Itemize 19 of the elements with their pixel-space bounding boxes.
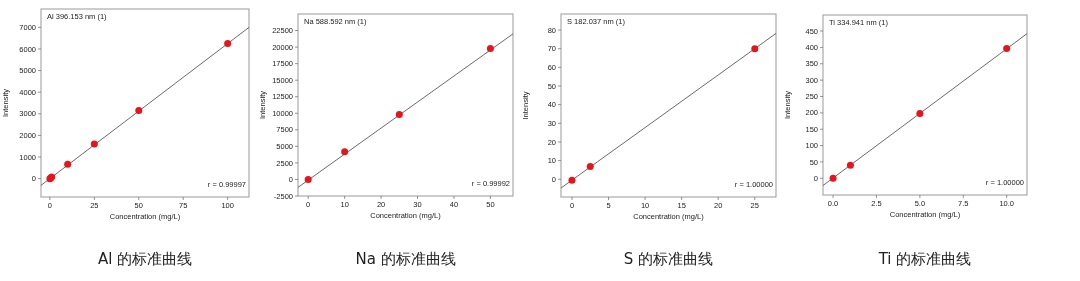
- point: [586, 163, 594, 171]
- point: [751, 45, 759, 53]
- point: [846, 161, 854, 169]
- text: S 的标准曲线: [623, 250, 714, 268]
- point: [1003, 44, 1011, 52]
- point: [916, 110, 924, 118]
- text: Na 的标准曲线: [355, 250, 456, 268]
- point: [64, 160, 72, 168]
- point: [395, 111, 403, 119]
- point: [90, 140, 98, 148]
- point: [224, 40, 232, 48]
- point: [829, 174, 837, 182]
- point: [341, 148, 349, 156]
- point: [568, 176, 576, 184]
- text: Al 的标准曲线: [97, 250, 193, 268]
- text: Ti 的标准曲线: [877, 250, 972, 268]
- point: [486, 44, 494, 52]
- point: [304, 175, 312, 183]
- point: [135, 107, 143, 115]
